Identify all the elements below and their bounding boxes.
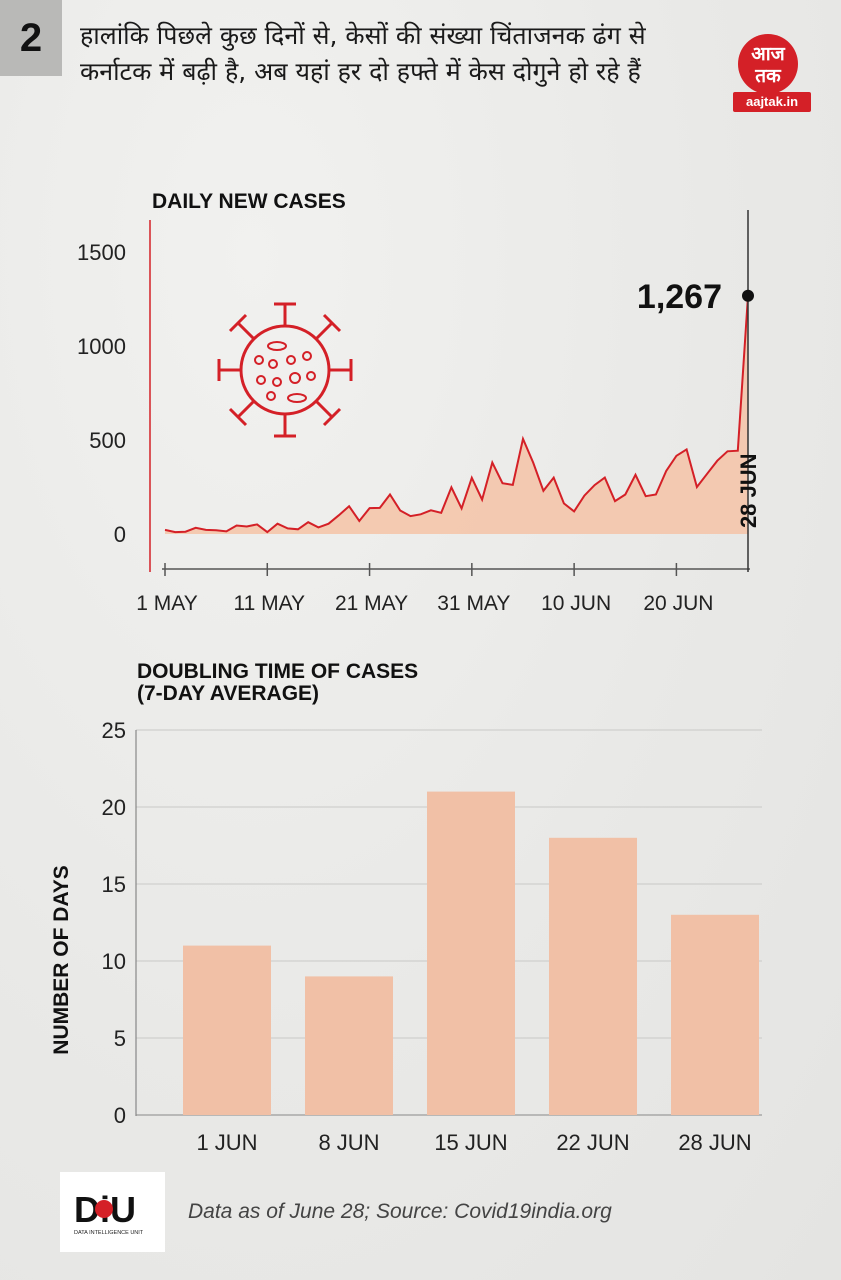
diu-logo-subtext: DATA INTELLIGENCE UNIT (74, 1230, 144, 1236)
logo-url: aajtak.in (733, 92, 811, 112)
chart1-y-tick-label: 1500 (77, 240, 126, 265)
chart1-x-tick-label: 1 MAY (136, 592, 197, 615)
cases-area (165, 295, 748, 534)
virus-icon (217, 302, 353, 438)
doubling-time-chart: DOUBLING TIME OF CASES (7-DAY AVERAGE) N… (50, 660, 762, 1155)
chart1-x-tick-label: 11 MAY (233, 592, 305, 615)
chart2-y-tick-label: 15 (102, 872, 126, 897)
chart2-y-axis-label: NUMBER OF DAYS (50, 865, 73, 1054)
chart2-y-tick-label: 25 (102, 718, 126, 743)
chart1-y-tick-label: 0 (114, 522, 126, 547)
chart1-x-tick-label: 31 MAY (437, 592, 510, 615)
chart2-y-tick-label: 0 (114, 1103, 126, 1128)
chart2-y-tick-label: 10 (102, 949, 126, 974)
chart1-title: DAILY NEW CASES (152, 190, 346, 213)
source-note: Data as of June 28; Source: Covid19india… (188, 1200, 612, 1223)
chart2-x-tick-label: 1 JUN (196, 1130, 257, 1155)
chart1-x-tick-label: 21 MAY (335, 592, 408, 615)
highlight-date-label: 28 JUN (736, 453, 761, 528)
chart2-y-tick-label: 20 (102, 795, 126, 820)
logo-text-bottom: तक (754, 65, 782, 87)
chart2-title: DOUBLING TIME OF CASES (137, 660, 418, 683)
slide-number-badge: 2 (0, 0, 62, 76)
logo-text-top: आज (751, 43, 785, 65)
bar-1-jun (183, 945, 271, 1115)
bar-15-jun (427, 791, 515, 1115)
chart2-x-tick-label: 8 JUN (318, 1130, 379, 1155)
bar-22-jun (549, 837, 637, 1115)
chart1-y-tick-label: 1000 (77, 334, 126, 359)
chart1-x-tick-label: 10 JUN (541, 592, 611, 615)
aajtak-logo-icon: आज तक (738, 34, 798, 94)
chart2-x-tick-label: 15 JUN (434, 1130, 507, 1155)
chart2-y-tick-label: 5 (114, 1026, 126, 1051)
headline: हालांकि पिछले कुछ दिनों से, केसों की संख… (80, 21, 646, 86)
bar-8-jun (305, 976, 393, 1115)
daily-cases-chart: DAILY NEW CASES 0 500 1000 1500 1 MAY 11 MAY… (77, 190, 761, 615)
chart2-subtitle: (7-DAY AVERAGE) (137, 682, 319, 705)
chart1-y-tick-label: 500 (89, 428, 126, 453)
chart2-x-tick-label: 22 JUN (556, 1130, 629, 1155)
diu-logo: DiU DATA INTELLIGENCE UNIT (60, 1172, 165, 1252)
cases-line (164, 295, 749, 534)
diu-logo-icon: DiU DATA INTELLIGENCE UNIT (74, 1189, 144, 1236)
chart2-x-tick-label: 28 JUN (678, 1130, 751, 1155)
highlight-point (742, 289, 754, 302)
highlight-value-label: 1,267 (637, 278, 722, 316)
chart1-x-tick-label: 20 JUN (643, 592, 713, 615)
bar-28-jun (671, 914, 759, 1115)
